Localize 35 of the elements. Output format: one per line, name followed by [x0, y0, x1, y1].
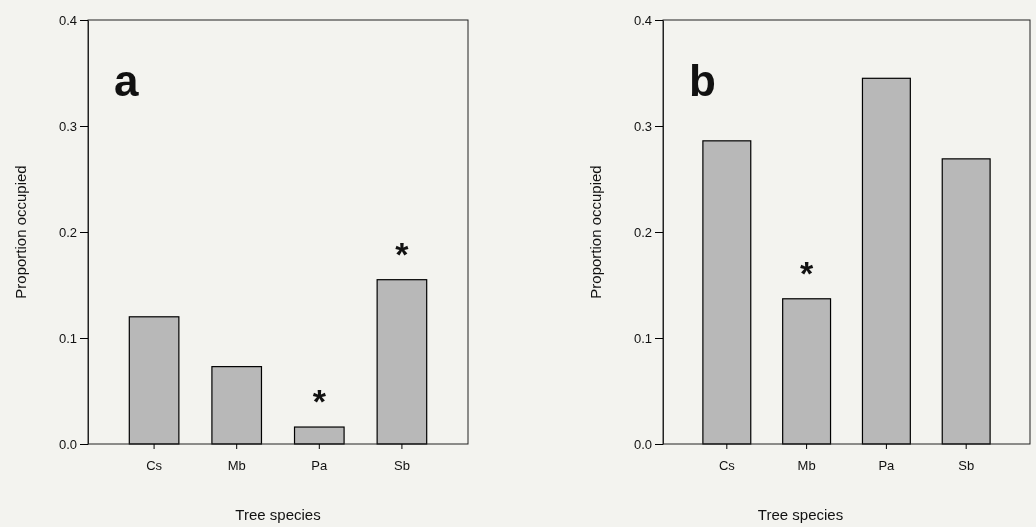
- x-tick-label: Sb: [393, 458, 410, 474]
- annotation: *: [312, 382, 327, 421]
- x-axis-title: Tree species: [757, 506, 844, 523]
- y-tick-label: 0.0: [58, 436, 77, 452]
- bar: [211, 366, 263, 445]
- y-tick-label: 0.3: [633, 118, 652, 134]
- x-tick-label: Mb: [797, 458, 816, 474]
- y-tick-label: 0.4: [633, 12, 652, 28]
- bar: [293, 426, 345, 445]
- y-tick-label: 0.2: [633, 224, 652, 240]
- y-tick-label: 0.2: [58, 224, 77, 240]
- bar: [782, 298, 832, 445]
- x-tick-label: Pa: [878, 458, 896, 474]
- bar: [376, 279, 428, 445]
- y-tick-label: 0.1: [58, 330, 77, 346]
- y-tick-label: 0.4: [58, 12, 77, 28]
- y-axis-title: Proportion occupied: [587, 165, 604, 299]
- x-axis-title: Tree species: [235, 506, 321, 523]
- x-tick-label: Cs: [718, 458, 736, 474]
- bar: [702, 140, 752, 445]
- x-tick-label: Cs: [146, 458, 163, 474]
- annotation: *: [395, 234, 410, 273]
- x-tick-label: Mb: [227, 458, 246, 474]
- y-tick-label: 0.0: [633, 436, 652, 452]
- y-tick-label: 0.1: [633, 330, 652, 346]
- text: b: [689, 56, 716, 105]
- annotation: *: [799, 253, 814, 292]
- bar: [128, 316, 180, 445]
- x-tick-label: Sb: [958, 458, 975, 474]
- bar: [941, 158, 991, 445]
- y-tick-label: 0.3: [58, 118, 77, 134]
- text: a: [114, 56, 139, 105]
- y-axis-title: Proportion occupied: [12, 165, 29, 299]
- x-tick-label: Pa: [311, 458, 329, 474]
- bar: [861, 77, 911, 445]
